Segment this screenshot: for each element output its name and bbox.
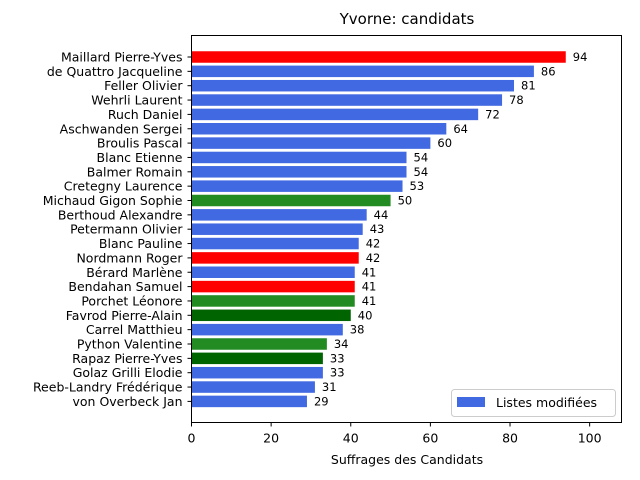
x-tick-label: 0 (188, 431, 196, 446)
bar (191, 94, 503, 106)
bar (191, 323, 343, 336)
bar (191, 79, 514, 92)
y-tick-label: Michaud Gigon Sophie (43, 193, 183, 208)
x-tick-label: 100 (578, 431, 602, 446)
y-tick-label: Bérard Marlène (86, 265, 183, 280)
y-tick-label: Nordmann Roger (76, 250, 183, 265)
y-tick-label: Favrod Pierre-Alain (66, 308, 183, 323)
bar (191, 366, 323, 379)
x-axis-label: Suffrages des Candidats (331, 452, 483, 467)
y-tick-label: Berthoud Alexandre (58, 207, 183, 222)
data-label: 44 (374, 208, 389, 222)
data-labels: 9486817872646054545350444342424141414038… (314, 50, 587, 408)
chart-title: Yvorne: candidats (339, 10, 475, 28)
data-label: 64 (453, 122, 468, 136)
data-label: 81 (521, 79, 536, 93)
y-tick-label: Blanc Etienne (97, 150, 183, 165)
data-label: 31 (322, 380, 337, 394)
bar (191, 151, 407, 164)
y-tick-label: Wehrli Laurent (91, 93, 182, 108)
bar (191, 309, 351, 322)
x-tick-label: 80 (502, 431, 518, 446)
bar (191, 123, 447, 135)
y-tick-label: Feller Olivier (104, 78, 183, 93)
bar (191, 209, 367, 221)
data-label: 38 (350, 323, 365, 337)
y-tick-label: Maillard Pierre-Yves (61, 50, 183, 65)
y-tick-label: Python Valentine (77, 337, 183, 352)
data-label: 34 (334, 337, 349, 351)
bar (191, 338, 327, 350)
data-label: 60 (437, 136, 452, 150)
y-tick-label: Reeb-Landry Frédérique (33, 380, 183, 395)
data-label: 50 (398, 194, 413, 208)
y-tick-label: von Overbeck Jan (73, 394, 183, 409)
plot-frame (191, 35, 622, 423)
legend-label: Listes modifiées (496, 395, 597, 410)
bar (191, 137, 431, 149)
bar (191, 237, 359, 250)
y-tick-label: Rapaz Pierre-Yves (72, 351, 182, 366)
bar (191, 194, 391, 207)
x-tick-label: 20 (263, 431, 279, 446)
x-tick-label: 60 (422, 431, 438, 446)
data-label: 72 (485, 107, 500, 121)
data-label: 41 (362, 265, 377, 279)
bar (191, 108, 479, 121)
bar (191, 223, 363, 235)
bar (191, 65, 534, 78)
data-label: 86 (541, 64, 556, 78)
y-tick-label: Bendahan Samuel (68, 279, 182, 294)
data-label: 54 (414, 165, 429, 179)
bar (191, 180, 403, 192)
data-label: 33 (330, 351, 345, 365)
bar (191, 51, 566, 63)
data-label: 42 (366, 251, 381, 265)
legend: Listes modifiées (451, 389, 616, 417)
bar (191, 395, 307, 408)
bar (191, 352, 323, 365)
legend-swatch (457, 397, 485, 407)
y-tick-label: Petermann Olivier (70, 222, 183, 237)
data-label: 53 (410, 179, 425, 193)
x-tick-label: 40 (343, 431, 359, 446)
y-tick-label: de Quattro Jacqueline (47, 64, 183, 79)
y-tick-label: Balmer Romain (87, 164, 183, 179)
bar (191, 166, 407, 178)
bar (191, 381, 315, 393)
data-label: 41 (362, 280, 377, 294)
y-tick-label: Aschwanden Sergei (60, 121, 183, 136)
data-label: 43 (370, 222, 385, 236)
y-tick-label: Golaz Grilli Elodie (73, 365, 183, 380)
bars (191, 51, 566, 408)
data-label: 29 (314, 394, 329, 408)
data-label: 78 (509, 93, 524, 107)
y-tick-label: Carrel Matthieu (86, 322, 183, 337)
y-tick-label: Cretegny Laurence (64, 179, 183, 194)
y-tick-label: Ruch Daniel (108, 107, 183, 122)
y-tick-label: Blanc Pauline (99, 236, 183, 251)
y-tick-label: Porchet Léonore (81, 293, 182, 308)
bar (191, 295, 355, 307)
data-label: 54 (414, 150, 429, 164)
y-tick-label: Broulis Pascal (97, 136, 183, 151)
data-label: 41 (362, 294, 377, 308)
data-label: 40 (358, 308, 373, 322)
data-label: 33 (330, 366, 345, 380)
bar (191, 280, 355, 293)
bar (191, 252, 359, 264)
data-label: 94 (573, 50, 588, 64)
bar (191, 266, 355, 278)
legend-box (451, 389, 616, 417)
data-label: 42 (366, 237, 381, 251)
x-axis-ticks: 0 20 40 60 80 100 (188, 422, 602, 446)
